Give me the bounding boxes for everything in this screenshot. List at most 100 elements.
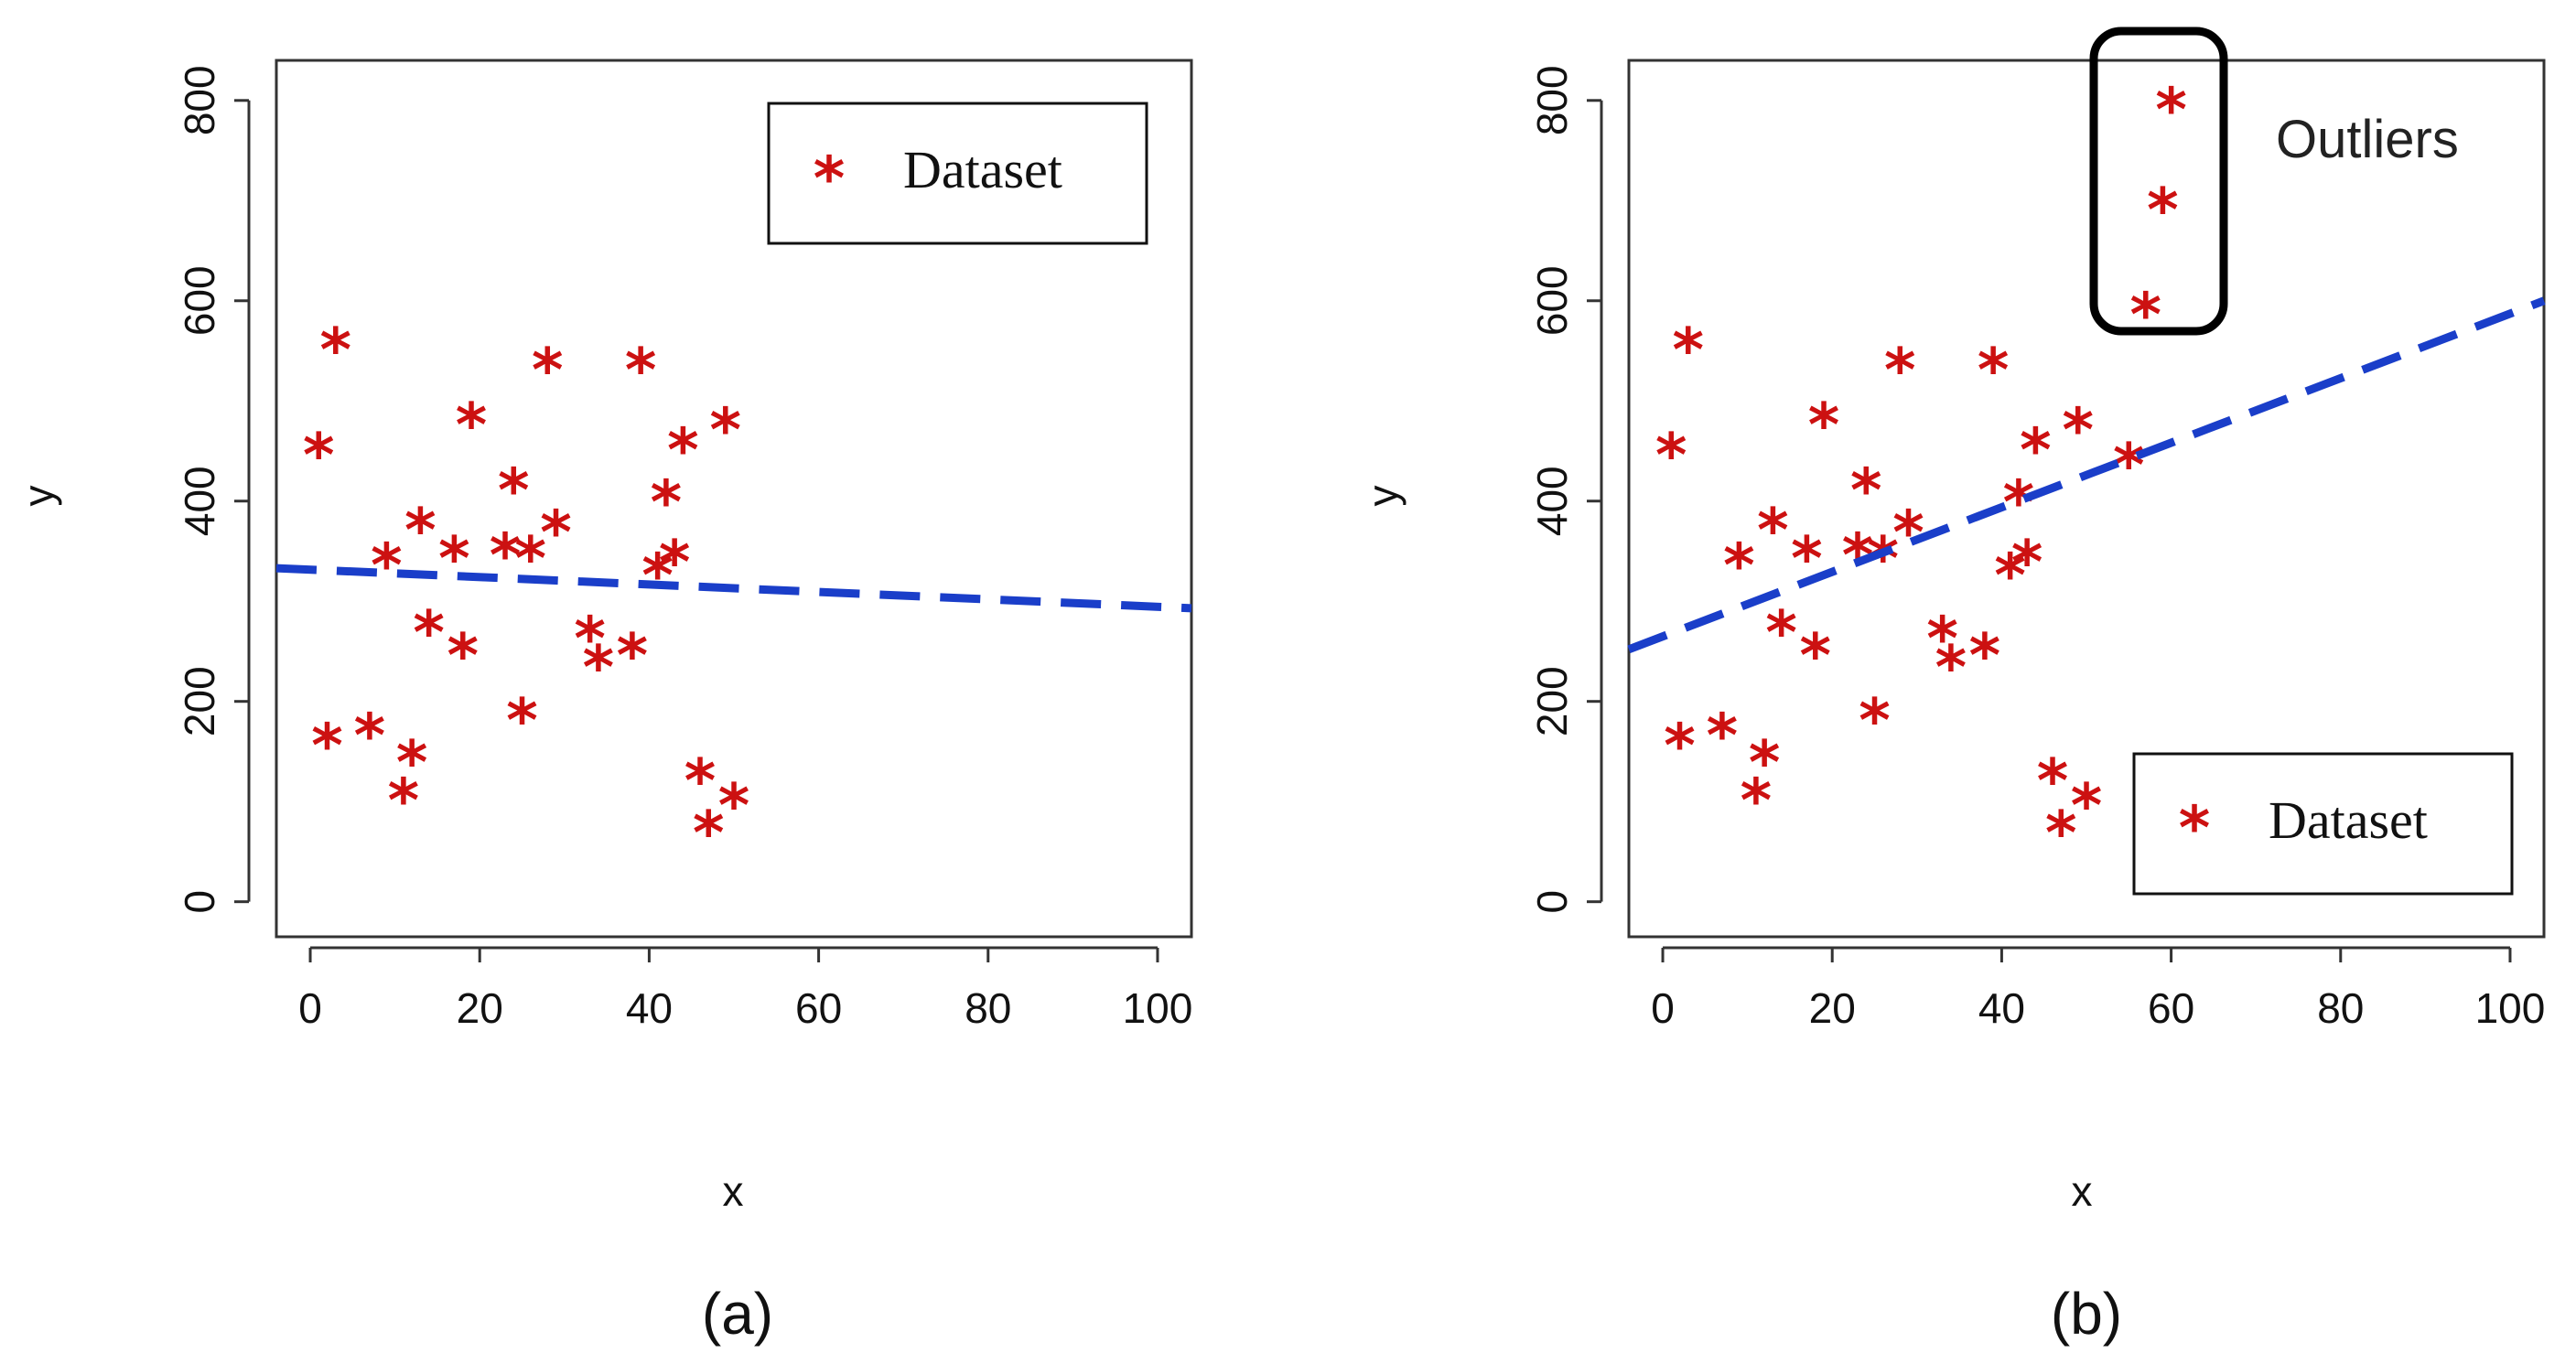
regression-line-a (275, 564, 1192, 613)
outliers-box (2089, 27, 2228, 336)
point-b-1-0: * (2130, 280, 2162, 350)
x-tick-label-b-3: 60 (2148, 984, 2194, 1032)
point-a-0-17: * (540, 498, 572, 568)
y-tick-label-b-0: 0 (1528, 890, 1576, 914)
point-a-0-20: * (617, 620, 649, 691)
y-axis-label-a: y (15, 486, 62, 507)
point-b-0-4: * (1723, 531, 1755, 601)
axes-a: 0 20 40 60 80 100 0 200 400 600 800 (176, 65, 1192, 1032)
outliers-annotation: Outliers (2089, 27, 2459, 336)
axes-b: 0 20 40 60 80 100 0 200 400 600 800 (1528, 65, 2545, 1032)
y-tick-label-a-4: 800 (176, 65, 223, 135)
point-b-0-6: * (1749, 728, 1781, 799)
point-a-0-8: * (413, 597, 445, 668)
point-a-0-16: * (532, 335, 564, 405)
point-b-0-5: * (1741, 766, 1773, 836)
point-a-0-14: * (506, 686, 538, 757)
legend-box-a (767, 102, 1148, 245)
point-b-0-8: * (1765, 597, 1797, 668)
legend-marker-b: * (2179, 793, 2211, 864)
point-b-0-0: * (1655, 421, 1687, 491)
point-a-0-5: * (388, 766, 420, 836)
point-a-0-0: * (303, 421, 335, 491)
plot-frame-b (1627, 59, 2546, 939)
point-a-0-10: * (447, 620, 479, 691)
point-b-1-1: * (2147, 175, 2179, 245)
x-tick-label-a-3: 60 (795, 984, 842, 1032)
point-a-0-13: * (498, 456, 530, 526)
point-b-0-18: * (1926, 604, 1958, 674)
x-tick-label-b-1: 20 (1809, 984, 1856, 1032)
legend-label-b: Dataset (2269, 790, 2428, 850)
point-a-0-3: * (354, 701, 386, 771)
x-tick-label-a-2: 40 (626, 984, 673, 1032)
point-a-0-9: * (438, 523, 470, 594)
point-b-0-19: * (1935, 633, 1967, 703)
legend-b: * Dataset (2132, 752, 2514, 896)
point-a-0-21: * (625, 335, 657, 405)
point-b-0-7: * (1757, 496, 1789, 566)
x-axis-label-a: x (723, 1167, 744, 1215)
point-a-0-11: * (456, 391, 488, 461)
x-tick-label-a-5: 100 (1123, 984, 1193, 1032)
point-b-0-13: * (1850, 456, 1882, 526)
plot-frame-a (275, 59, 1193, 939)
x-tick-label-a-1: 20 (457, 984, 503, 1032)
y-tick-label-a-2: 400 (176, 466, 223, 536)
point-b-1-2: * (2155, 75, 2187, 145)
legend-label-a: Dataset (903, 140, 1062, 199)
legend-a: * Dataset (767, 102, 1148, 245)
point-a-0-4: * (371, 531, 403, 601)
x-tick-label-a-0: 0 (298, 984, 322, 1032)
point-a-0-27: * (693, 798, 725, 868)
point-a-0-1: * (320, 316, 352, 386)
point-b-0-14: * (1859, 686, 1891, 757)
y-tick-label-a-0: 0 (176, 890, 223, 914)
y-axis-label-b: y (1359, 486, 1407, 507)
point-b-0-24: * (2011, 528, 2043, 598)
point-a-0-22: * (641, 541, 674, 611)
point-a-0-2: * (311, 711, 343, 781)
point-b-0-29: * (2071, 771, 2103, 842)
x-tick-label-b-0: 0 (1651, 984, 1675, 1032)
point-b-0-26: * (2037, 746, 2069, 816)
points-b: *** ***************** ************** (1655, 75, 2187, 868)
y-tick-label-b-2: 400 (1528, 466, 1576, 536)
legend-marker-a: * (814, 144, 846, 214)
point-b-0-11: * (1808, 391, 1840, 461)
point-b-0-28: * (2062, 395, 2094, 466)
point-a-0-26: * (684, 746, 717, 816)
point-b-0-16: * (1884, 335, 1916, 405)
point-a-0-6: * (396, 728, 428, 799)
point-b-0-1: * (1673, 316, 1705, 386)
x-tick-label-a-4: 80 (965, 984, 1011, 1032)
point-a-0-23: * (651, 467, 683, 538)
y-tick-label-b-3: 600 (1528, 265, 1576, 336)
x-tick-label-b-2: 40 (1978, 984, 2025, 1032)
y-tick-label-b-1: 200 (1528, 666, 1576, 736)
point-a-0-18: * (574, 604, 606, 674)
point-a-0-29: * (718, 771, 750, 842)
point-b-0-2: * (1664, 711, 1696, 781)
point-b-0-3: * (1707, 701, 1739, 771)
point-a-0-7: * (404, 496, 437, 566)
point-a-0-28: * (709, 395, 741, 466)
point-b-0-23: * (2003, 467, 2035, 538)
x-tick-label-b-4: 80 (2317, 984, 2364, 1032)
y-tick-label-b-4: 800 (1528, 65, 1576, 135)
point-b-0-20: * (1969, 620, 2001, 691)
point-a-0-19: * (583, 633, 615, 703)
point-b-0-27: * (2045, 798, 2077, 868)
points-a: *** ***************** ********** (303, 316, 749, 869)
panel-a: *** ***************** ********** 0 20 40 60 80… (15, 59, 1193, 1347)
y-tick-label-a-3: 600 (176, 265, 223, 336)
x-tick-label-b-5: 100 (2475, 984, 2546, 1032)
outliers-label: Outliers (2276, 110, 2459, 169)
caption-a: (a) (702, 1281, 773, 1347)
regression-line-b (1627, 296, 2546, 653)
legend-box-b (2132, 752, 2514, 896)
point-b-0-17: * (1892, 498, 1924, 568)
caption-b: (b) (2051, 1281, 2122, 1347)
x-axis-label-b: x (2072, 1167, 2093, 1215)
panel-b: *** ***************** ************** 0 20 40… (1359, 27, 2546, 1347)
